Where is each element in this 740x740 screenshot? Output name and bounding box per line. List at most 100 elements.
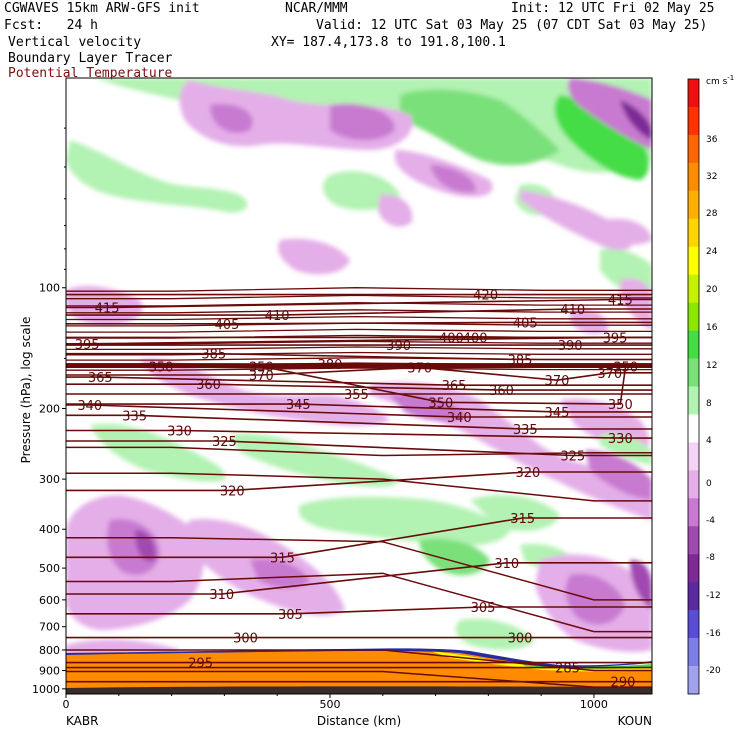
theta-label: 340 — [77, 399, 102, 414]
theta-contour — [66, 294, 652, 300]
theta-contour — [66, 346, 652, 351]
colorbar-label: 16 — [706, 323, 718, 333]
theta-label: 405 — [513, 316, 538, 331]
y-tick-label: 600 — [39, 594, 60, 607]
theta-label: 335 — [122, 409, 147, 424]
theta-label: 350 — [249, 360, 274, 375]
colorbar-frame — [687, 78, 700, 695]
theta-label: 350 — [613, 360, 638, 375]
vv-purple-region — [430, 165, 476, 193]
colorbar-swatch — [688, 79, 699, 108]
theta-contour — [66, 309, 652, 314]
theta-contour — [66, 334, 652, 339]
xy-endpoints: XY= 187.4,173.8 to 191.8,100.1 — [271, 35, 506, 50]
colorbar-label: -16 — [706, 629, 721, 639]
theta-label: 410 — [560, 303, 585, 318]
vv-purple-region — [210, 104, 253, 133]
field-potential-temperature: Potential Temperature — [8, 66, 173, 81]
theta-label: 405 — [215, 318, 240, 333]
colorbar-label: 32 — [706, 172, 717, 182]
theta-contour — [66, 471, 652, 492]
theta-contour — [66, 287, 652, 292]
colorbar-swatch — [688, 666, 699, 695]
theta-contour — [66, 308, 652, 316]
y-tick-label: 800 — [39, 644, 60, 657]
theta-contour — [66, 302, 652, 307]
colorbar-swatch — [688, 554, 699, 583]
vv-green-region — [90, 423, 226, 482]
x-tick-label: 500 — [319, 698, 340, 711]
theta-label: 390 — [558, 339, 583, 354]
theta-label: 390 — [386, 339, 411, 354]
colorbar-label: 12 — [706, 361, 717, 371]
theta-contour — [66, 440, 652, 457]
theta-contour — [66, 562, 652, 595]
y-tick-label: 900 — [39, 664, 60, 677]
theta-contour — [66, 446, 652, 457]
theta-contour — [66, 649, 652, 672]
theta-label: 290 — [611, 676, 636, 691]
field-vertical-velocity: Vertical velocity — [8, 35, 142, 50]
theta-contour — [66, 366, 652, 381]
field-boundary-layer-tracer: Boundary Layer Tracer — [8, 51, 173, 66]
colorbar-swatch — [688, 246, 699, 275]
theta-label: 415 — [95, 301, 120, 316]
y-axis-label: Pressure (hPa), log scale — [19, 317, 33, 464]
vv-purple-region — [600, 218, 652, 245]
vv-green-region — [298, 496, 510, 547]
colorbar-label: 4 — [706, 436, 712, 446]
colorbar-label: 36 — [706, 135, 718, 145]
theta-contour — [66, 429, 652, 439]
colorbar-label: -12 — [706, 591, 721, 601]
theta-label: 305 — [278, 608, 303, 623]
theta-label: 395 — [75, 338, 100, 353]
theta-contour — [66, 383, 652, 391]
theta-label: 370 — [597, 367, 622, 382]
vv-green-region — [400, 89, 560, 166]
y-tick-label: 500 — [39, 562, 60, 575]
colorbar-swatch — [688, 134, 699, 164]
x-axis: 0 500 1000 — [63, 694, 608, 711]
theta-contour — [66, 606, 652, 615]
y-tick-label: 1000 — [32, 683, 60, 696]
colorbar-swatch — [688, 442, 699, 471]
valid-time: Valid: 12 UTC Sat 03 May 25 (07 CDT Sat … — [316, 18, 708, 33]
theta-contour — [66, 315, 652, 321]
colorbar-swatch — [688, 470, 699, 499]
theta-label: 415 — [608, 294, 633, 309]
theta-label: 395 — [603, 331, 628, 346]
vv-green-region — [455, 618, 535, 650]
y-tick-label: 300 — [39, 473, 60, 486]
plot-frame — [65, 77, 653, 695]
theta-label: 360 — [196, 378, 221, 393]
x-tick-label: 1000 — [580, 698, 608, 711]
theta-contour — [66, 376, 652, 386]
vv-purple-region — [585, 450, 652, 500]
vv-green-region — [554, 95, 649, 180]
colorbar-swatch — [688, 498, 699, 527]
theta-label: 370 — [545, 374, 570, 389]
theta-contour — [66, 670, 652, 688]
colorbar-swatch — [688, 638, 699, 667]
vv-green-region — [470, 495, 560, 532]
vv-purple-region — [378, 194, 413, 227]
x-tick-label: 0 — [63, 698, 70, 711]
colorbar-label: 28 — [706, 209, 718, 219]
theta-label: 380 — [318, 358, 343, 373]
theta-label: 320 — [220, 484, 245, 499]
vv-purple-region — [330, 103, 395, 141]
colorbar-swatch — [688, 106, 699, 136]
theta-label: 410 — [265, 309, 290, 324]
colorbar-swatch — [688, 582, 699, 611]
colorbar-swatch — [688, 330, 699, 359]
colorbar-label: -4 — [706, 516, 715, 526]
colorbar-label: 8 — [706, 399, 712, 409]
theta-label: 325 — [212, 435, 237, 450]
theta-label: 385 — [201, 348, 226, 363]
vv-purple-region — [278, 238, 350, 275]
theta-label: 350 — [428, 396, 453, 411]
colorbar-swatch — [688, 386, 699, 415]
theta-contour — [66, 536, 652, 601]
theta-label: 315 — [510, 512, 535, 527]
colorbar-swatch — [688, 358, 699, 387]
